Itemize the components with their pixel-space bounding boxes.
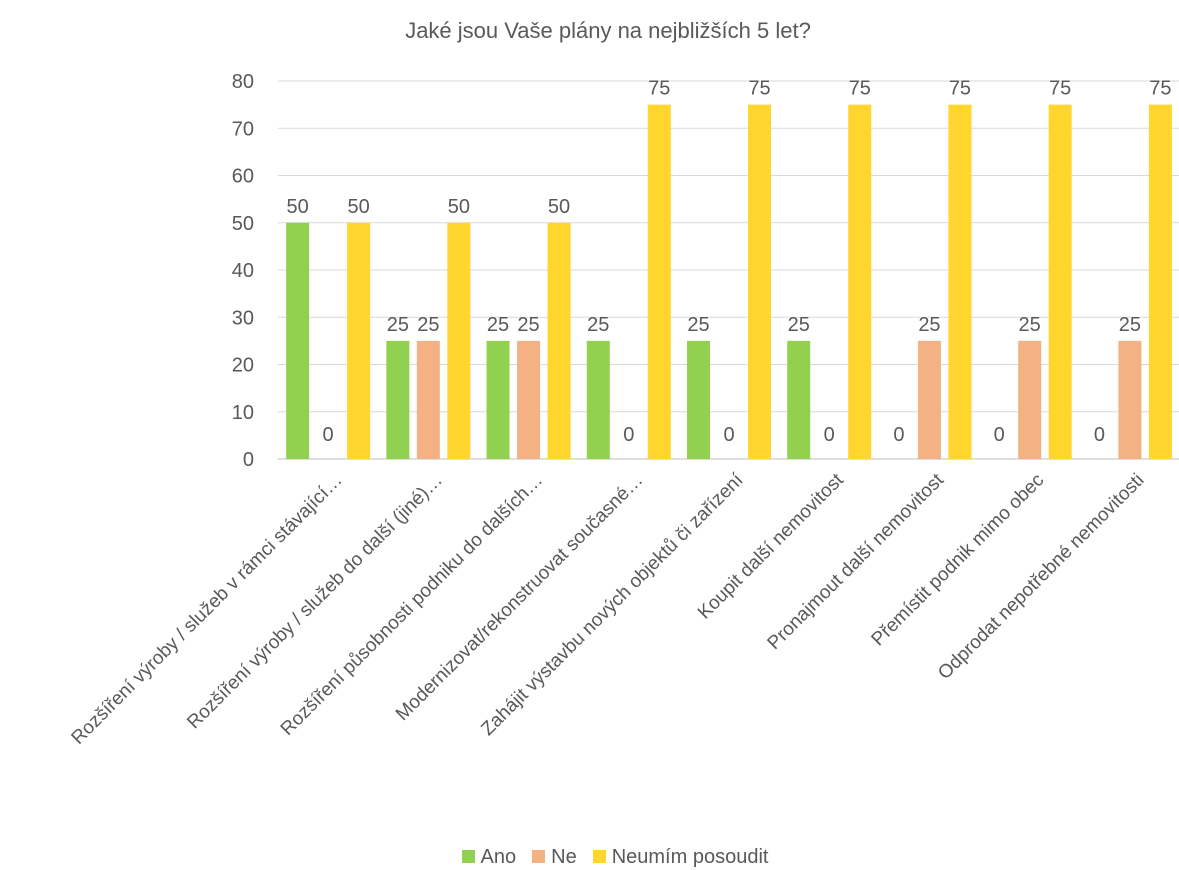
chart-title: Jaké jsou Vaše plány na nejbližších 5 le… bbox=[405, 18, 811, 43]
bar bbox=[347, 222, 371, 459]
bar-chart: 0 10 20 30 40 50 60 70 80 50 0 50 25 25 50 25 25 50 25 0 75… bbox=[67, 71, 1179, 749]
bar bbox=[1018, 340, 1042, 459]
data-label: 25 bbox=[417, 314, 439, 336]
data-label: 25 bbox=[587, 314, 609, 336]
y-tick-label: 60 bbox=[232, 166, 254, 188]
legend-swatch bbox=[461, 850, 475, 863]
data-label: 25 bbox=[1119, 314, 1141, 336]
bar bbox=[1048, 104, 1072, 459]
bar bbox=[1148, 104, 1172, 459]
gridlines bbox=[278, 80, 1179, 460]
data-label: 0 bbox=[723, 424, 734, 446]
legend-swatch bbox=[592, 850, 606, 863]
data-label: 75 bbox=[1149, 78, 1171, 100]
bar bbox=[687, 340, 710, 459]
data-label: 25 bbox=[918, 314, 940, 336]
data-label: 25 bbox=[517, 314, 539, 336]
bar bbox=[787, 340, 811, 459]
legend-item: Neumím posoudit bbox=[592, 846, 769, 869]
y-tick-label: 0 bbox=[243, 449, 254, 471]
legend-label: Ne bbox=[551, 846, 577, 868]
category-label: Přemístit podnik mimo obec bbox=[868, 470, 1049, 651]
y-tick-label: 80 bbox=[232, 71, 254, 93]
legend-item: Ano bbox=[461, 846, 517, 869]
bar bbox=[547, 222, 571, 459]
legend-item: Ne bbox=[532, 846, 577, 869]
data-label: 75 bbox=[1049, 78, 1071, 100]
legend: Ano Ne Neumím posoudit bbox=[0, 846, 1179, 869]
legend-label: Ano bbox=[480, 846, 517, 868]
data-label: 50 bbox=[286, 196, 308, 218]
y-tick-label: 70 bbox=[232, 118, 254, 140]
y-tick-label: 40 bbox=[232, 260, 254, 282]
category-labels: Rozšíření výroby / služeb v rámci stávaj… bbox=[67, 469, 1148, 749]
bars bbox=[286, 104, 1172, 459]
bar bbox=[1118, 340, 1142, 459]
data-label: 0 bbox=[1094, 424, 1105, 446]
bar bbox=[948, 104, 972, 459]
data-labels: 50 0 50 25 25 50 25 25 50 25 0 75 25 0 75 25 0 75 0 25 75 0 25… bbox=[286, 78, 1171, 446]
y-tick-label: 10 bbox=[232, 402, 254, 424]
data-label: 75 bbox=[648, 78, 670, 100]
bar bbox=[748, 104, 771, 459]
bar bbox=[416, 340, 440, 459]
data-label: 75 bbox=[849, 78, 871, 100]
data-label: 0 bbox=[893, 424, 904, 446]
bar bbox=[917, 340, 941, 459]
data-label: 25 bbox=[1019, 314, 1041, 336]
data-label: 75 bbox=[748, 78, 770, 100]
bar bbox=[848, 104, 872, 459]
legend-label: Neumím posoudit bbox=[611, 846, 769, 868]
bar bbox=[447, 222, 471, 459]
data-label: 25 bbox=[788, 314, 810, 336]
category-label: Pronajmout další nemovitost bbox=[764, 469, 949, 654]
y-tick-label: 30 bbox=[232, 307, 254, 329]
bar bbox=[517, 340, 541, 459]
bar bbox=[586, 340, 610, 459]
bar bbox=[386, 340, 410, 459]
data-label: 0 bbox=[323, 424, 334, 446]
data-label: 25 bbox=[487, 314, 509, 336]
bar bbox=[647, 104, 671, 459]
data-label: 50 bbox=[448, 196, 470, 218]
data-label: 75 bbox=[949, 78, 971, 100]
data-label: 50 bbox=[347, 196, 369, 218]
data-label: 25 bbox=[687, 314, 709, 336]
y-tick-label: 50 bbox=[232, 213, 254, 235]
data-label: 0 bbox=[623, 424, 634, 446]
y-axis-ticks: 0 10 20 30 40 50 60 70 80 bbox=[232, 71, 254, 471]
category-label: Odprodat nepotřebné nemovitosti bbox=[934, 470, 1148, 684]
data-label: 0 bbox=[824, 424, 835, 446]
bar bbox=[486, 340, 510, 459]
data-label: 0 bbox=[994, 424, 1005, 446]
data-label: 50 bbox=[548, 196, 570, 218]
legend-swatch bbox=[532, 850, 546, 863]
data-label: 25 bbox=[387, 314, 409, 336]
y-tick-label: 20 bbox=[232, 355, 254, 377]
bar bbox=[286, 222, 310, 459]
